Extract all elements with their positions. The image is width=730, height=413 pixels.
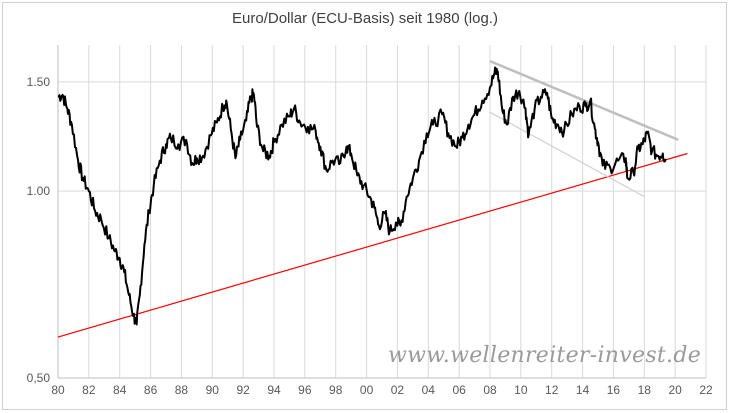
x-tick-label: 84	[113, 383, 127, 397]
x-tick-label: 92	[236, 383, 250, 397]
series-layer	[57, 66, 667, 326]
y-tick-label: 0,50	[27, 371, 51, 385]
x-tick-label: 82	[82, 383, 96, 397]
grid-layer	[57, 45, 707, 379]
x-tick-label: 08	[483, 383, 497, 397]
x-tick-label: 96	[298, 383, 312, 397]
x-tick-label: 86	[144, 383, 158, 397]
x-tick-label: 12	[545, 383, 559, 397]
y-tick-label: 1.00	[27, 184, 51, 198]
series-line	[57, 66, 667, 326]
x-tick-label: 88	[175, 383, 189, 397]
x-tick-label: 10	[514, 383, 528, 397]
x-tick-label: 14	[576, 383, 590, 397]
trendline	[489, 59, 679, 141]
trendline	[57, 152, 688, 338]
x-tick-label: 18	[638, 383, 652, 397]
y-tick-label: 1.50	[27, 75, 51, 89]
x-tick-label: 04	[422, 383, 436, 397]
x-tick-label: 90	[206, 383, 220, 397]
x-tick-label: 20	[668, 383, 682, 397]
watermark-text: www.wellenreiter-invest.de	[388, 343, 702, 368]
x-tick-label: 98	[329, 383, 343, 397]
axis-layer: 80 82 84 86 88 90 92 94 96 98 00 02 04 06 08 10 12 14 16 18…	[27, 45, 713, 397]
trendline	[489, 111, 645, 198]
x-tick-label: 22	[699, 383, 713, 397]
x-tick-label: 06	[452, 383, 466, 397]
x-tick-label: 02	[391, 383, 405, 397]
trendline-layer	[57, 59, 688, 338]
x-tick-label: 94	[267, 383, 281, 397]
chart-title: Euro/Dollar (ECU-Basis) seit 1980 (log.)	[232, 10, 498, 27]
x-tick-label: 80	[51, 383, 65, 397]
x-tick-label: 00	[360, 383, 374, 397]
x-tick-label: 16	[607, 383, 621, 397]
